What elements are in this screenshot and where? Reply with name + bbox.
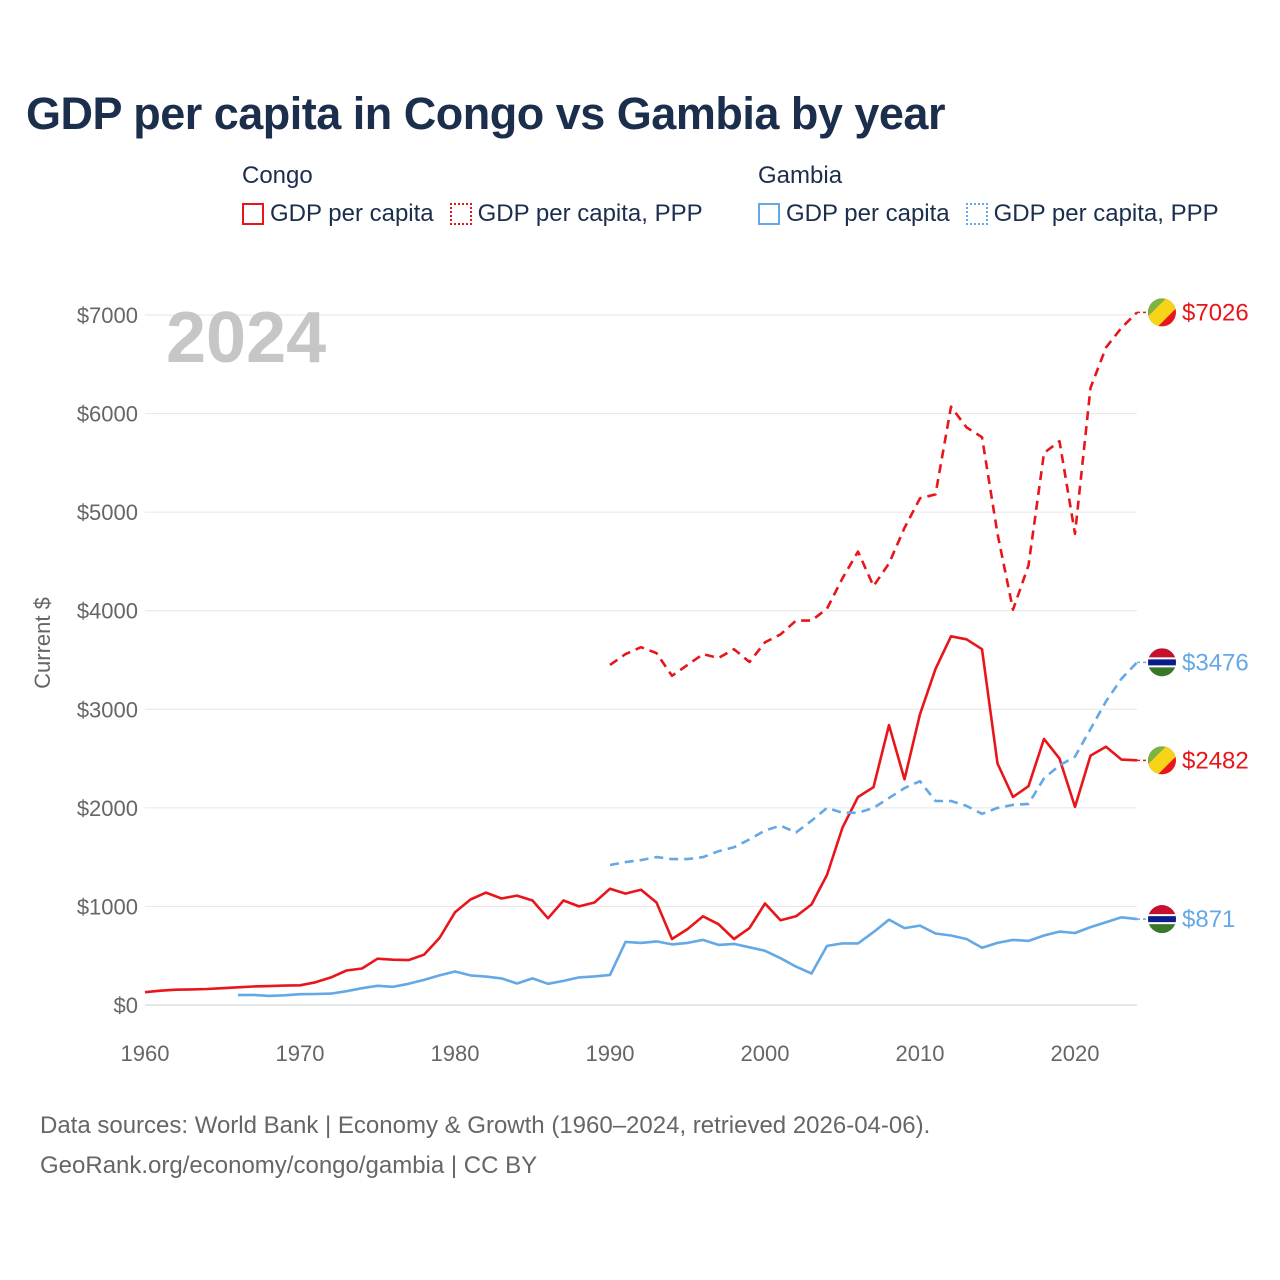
footer-sources: Data sources: World Bank | Economy & Gro… [40,1112,931,1139]
congo-flag-icon [1148,746,1176,775]
legend-swatch-solid-icon [242,203,264,225]
y-tick-label: $5000 [77,500,138,525]
series-line-gambia-solid [237,915,1138,998]
gambia-flag-icon [1148,648,1176,677]
legend-congo-nominal[interactable]: GDP per capita [242,200,434,228]
y-tick-label: $7000 [77,303,138,328]
y-tick-label: $3000 [77,697,138,722]
legend-swatch-solid-icon [758,203,780,225]
legend-gambia-nominal[interactable]: GDP per capita [758,200,950,228]
y-tick-label: $2000 [77,796,138,821]
x-tick-label: 1980 [431,1041,480,1066]
legend-gambia-ppp[interactable]: GDP per capita, PPP [965,200,1219,228]
year-overlay: 2024 [166,298,326,378]
x-tick-label: 1970 [276,1041,325,1066]
end-value-label: $871 [1182,906,1235,933]
legend-label: GDP per capita [270,200,434,227]
end-value-label: $3476 [1182,649,1249,676]
end-value-label: $2482 [1182,747,1249,774]
legend-label: GDP per capita, PPP [477,200,703,227]
legend-congo-ppp[interactable]: GDP per capita, PPP [449,200,703,228]
footer-link[interactable]: GeoRank.org/economy/congo/gambia | CC BY [40,1152,538,1179]
legend-congo-title: Congo [242,162,313,189]
series-line-gambia-dashed [609,661,1138,867]
legend-gambia: Gambia GDP per capita GDP per capita, PP… [758,162,1219,228]
legend-congo: Congo GDP per capita GDP per capita, PPP [242,162,703,228]
y-tick-label: $1000 [77,894,138,919]
legend-label: GDP per capita [786,200,950,227]
x-tick-label: 2000 [741,1041,790,1066]
legend-swatch-dotted-icon [449,203,472,225]
x-tick-label: 2020 [1051,1041,1100,1066]
footer: Data sources: World Bank | Economy & Gro… [40,1106,930,1186]
end-value-label: $7026 [1182,299,1249,326]
gambia-flag-icon [1148,905,1176,934]
y-tick-label: $4000 [77,599,138,624]
legend-swatch-dotted-icon [965,203,988,225]
congo-flag-icon [1148,298,1176,327]
legend-label: GDP per capita, PPP [993,200,1219,227]
x-tick-label: 2010 [896,1041,945,1066]
x-tick-label: 1990 [586,1041,635,1066]
y-tick-label: $0 [114,993,138,1018]
x-tick-label: 1960 [121,1041,170,1066]
y-axis-title: Current $ [30,597,55,689]
series-line-congo-dashed [609,311,1138,678]
series-line-congo-solid [144,634,1138,994]
y-tick-label: $6000 [77,402,138,427]
legend-gambia-title: Gambia [758,162,843,189]
page-title: GDP per capita in Congo vs Gambia by yea… [26,88,945,139]
